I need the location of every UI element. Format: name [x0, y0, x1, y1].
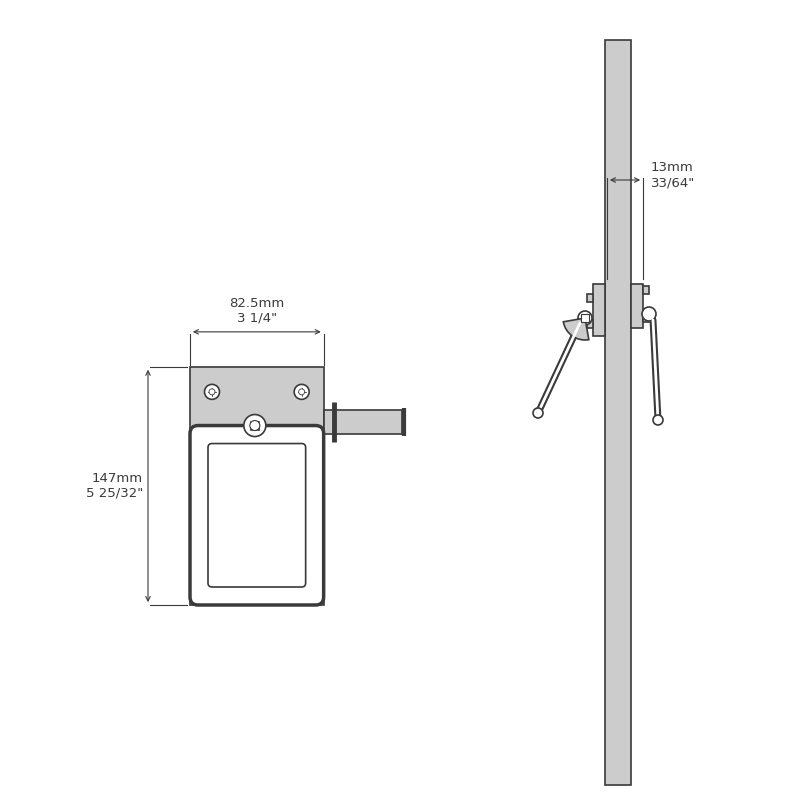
- Bar: [643, 286, 649, 294]
- Circle shape: [244, 414, 266, 437]
- Bar: [581, 314, 589, 322]
- Bar: [593, 284, 605, 336]
- Circle shape: [533, 408, 543, 418]
- FancyBboxPatch shape: [190, 426, 324, 605]
- Circle shape: [642, 307, 656, 321]
- Bar: [587, 294, 593, 302]
- Wedge shape: [563, 318, 589, 340]
- Text: 82.5mm
3 1/4": 82.5mm 3 1/4": [229, 297, 285, 325]
- Circle shape: [578, 311, 592, 325]
- Circle shape: [653, 415, 663, 425]
- Text: 147mm
5 25/32": 147mm 5 25/32": [86, 472, 143, 500]
- Bar: [251, 422, 259, 430]
- Circle shape: [298, 389, 305, 395]
- Bar: [190, 367, 324, 605]
- Circle shape: [250, 421, 260, 430]
- FancyBboxPatch shape: [208, 443, 306, 587]
- Circle shape: [205, 384, 219, 399]
- Circle shape: [294, 384, 309, 399]
- Bar: [643, 314, 649, 322]
- Bar: [324, 410, 402, 434]
- Bar: [605, 40, 631, 785]
- Circle shape: [209, 389, 215, 395]
- Bar: [631, 284, 643, 328]
- Text: 13mm
33/64": 13mm 33/64": [651, 161, 695, 189]
- Bar: [587, 320, 593, 328]
